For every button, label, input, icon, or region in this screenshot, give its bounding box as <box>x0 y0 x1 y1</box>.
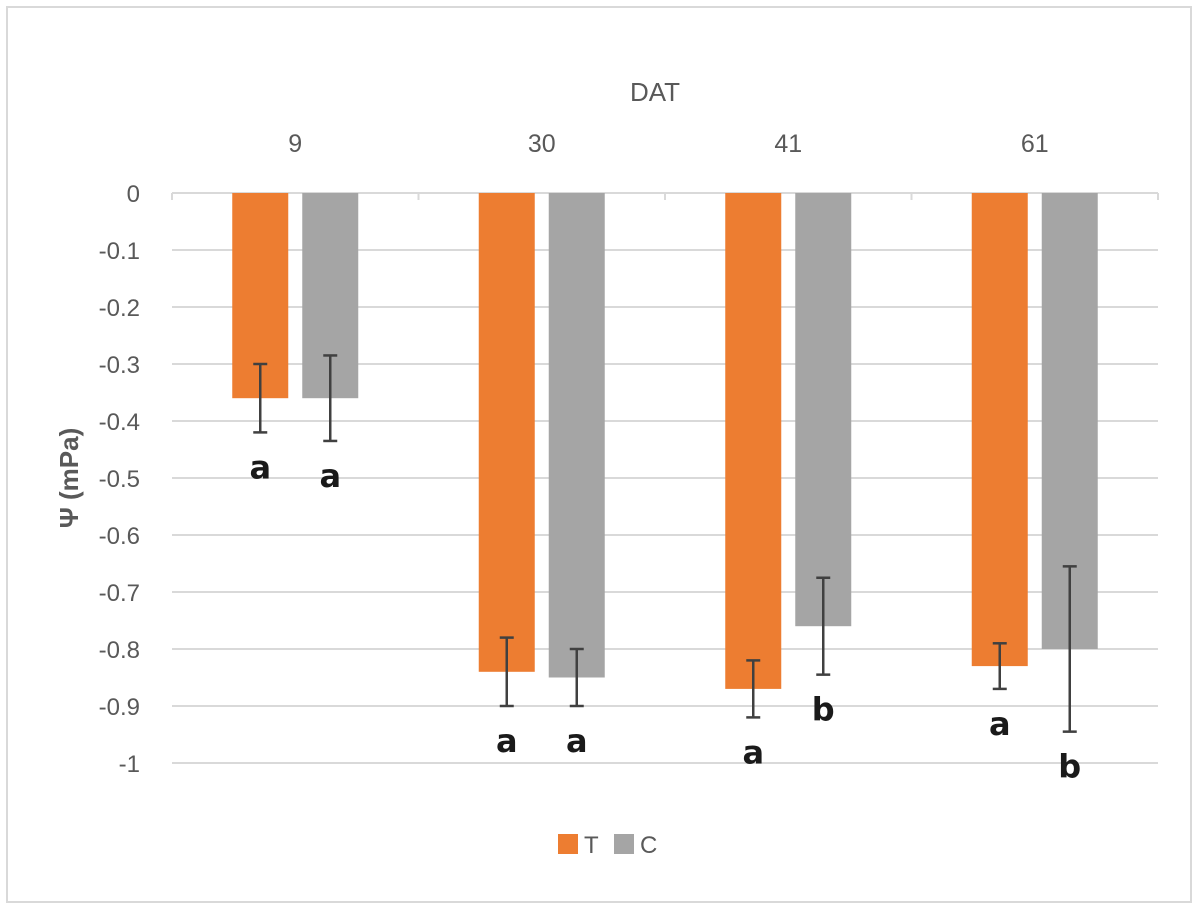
y-tick-label: -0.7 <box>99 580 140 607</box>
significance-letter: a <box>989 705 1011 743</box>
significance-letter: a <box>566 722 588 760</box>
y-tick-label: 0 <box>127 181 140 208</box>
significance-letter: a <box>496 722 518 760</box>
error-bars <box>253 354 1077 733</box>
x-tick-label: 41 <box>774 130 802 158</box>
significance-letter: a <box>319 457 341 495</box>
significance-letter: a <box>249 448 271 486</box>
y-tick-label: -0.5 <box>99 466 140 493</box>
bar-C-30 <box>548 193 605 678</box>
y-tick-label: -0.2 <box>99 295 140 322</box>
bars <box>232 193 1098 689</box>
significance-letter: b <box>1058 748 1081 786</box>
x-tick-label: 30 <box>528 130 556 158</box>
legend-label-T: T <box>584 832 599 859</box>
labels: 0 -0.1 -0.2 -0.3 -0.4 -0.5 -0.6 -0.7 -0.8 -0.9 -1 9… <box>99 130 1082 786</box>
x-axis-title: DAT <box>630 77 680 107</box>
x-tick-label: 61 <box>1021 130 1049 158</box>
bar-T-30 <box>478 193 535 672</box>
y-tick-label: -0.3 <box>99 352 140 379</box>
bar-C-41 <box>795 193 852 627</box>
legend-swatch-C <box>614 834 634 854</box>
y-tick-label: -0.1 <box>99 238 140 265</box>
legend-label-C: C <box>640 832 657 859</box>
y-axis-title: Ψ (mPa) <box>54 428 84 529</box>
legend-swatch-T <box>558 834 578 854</box>
y-tick-label: -0.9 <box>99 694 140 721</box>
y-tick-label: -0.6 <box>99 523 140 550</box>
y-tick-label: -1 <box>119 751 140 778</box>
y-tick-label: -0.4 <box>99 409 140 436</box>
y-tick-label: -0.8 <box>99 637 140 664</box>
bar-T-61 <box>971 193 1028 667</box>
significance-letter: a <box>742 733 764 771</box>
significance-letter: b <box>812 691 835 729</box>
bar-T-41 <box>725 193 782 689</box>
x-tick-label: 9 <box>288 130 302 158</box>
